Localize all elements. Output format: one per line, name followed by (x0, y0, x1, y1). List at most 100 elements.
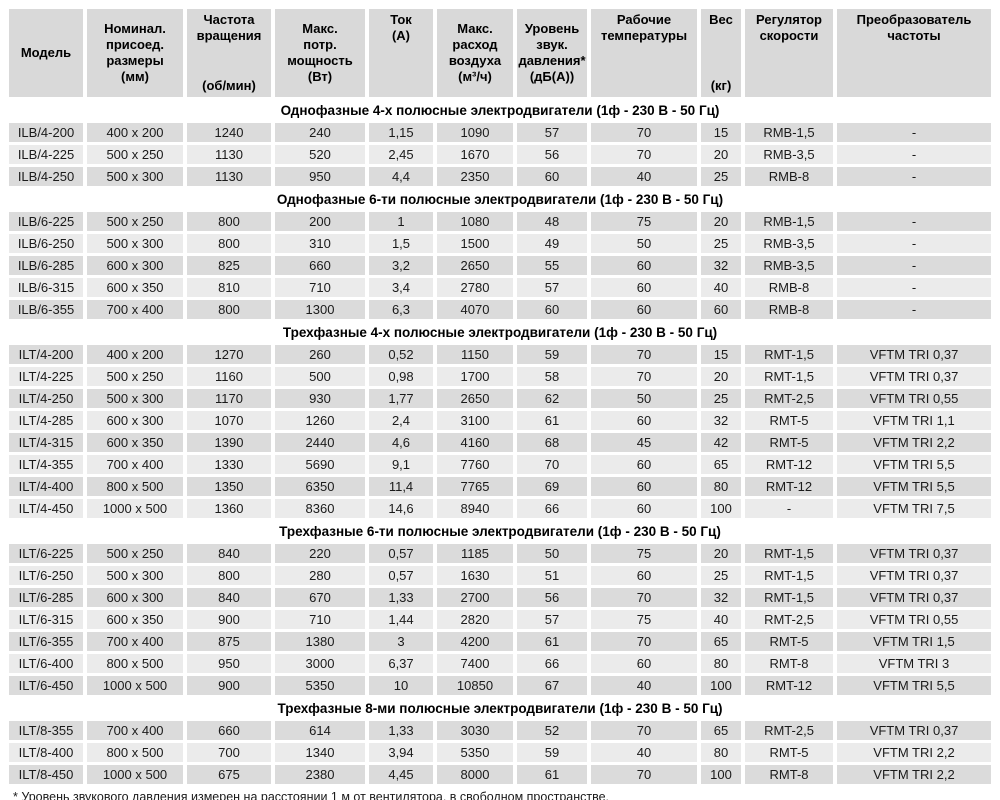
data-cell: 32 (701, 411, 741, 430)
data-cell: 4,6 (369, 433, 433, 452)
data-cell: - (837, 123, 991, 142)
model-cell: ILT/4-200 (9, 345, 83, 364)
data-cell: 280 (275, 566, 365, 585)
data-cell: - (837, 256, 991, 275)
data-cell: 56 (517, 588, 587, 607)
data-cell: 32 (701, 588, 741, 607)
data-cell: 65 (701, 632, 741, 651)
data-cell: 5690 (275, 455, 365, 474)
data-cell: VFTM TRI 0,55 (837, 610, 991, 629)
data-cell: 61 (517, 632, 587, 651)
data-cell: 600 x 300 (87, 256, 183, 275)
data-cell: 500 (275, 367, 365, 386)
data-cell: RMT-2,5 (745, 610, 833, 629)
data-cell: 2650 (437, 256, 513, 275)
section-header-row: Трехфазные 4-х полюсные электродвигатели… (9, 322, 991, 342)
data-cell: 1,44 (369, 610, 433, 629)
data-cell: 8360 (275, 499, 365, 518)
data-cell: 60 (591, 455, 697, 474)
data-cell: 4070 (437, 300, 513, 319)
data-cell: VFTM TRI 0,37 (837, 566, 991, 585)
data-cell: 1330 (187, 455, 271, 474)
footnote: * Уровень звукового давления измерен на … (13, 790, 610, 800)
data-cell: 0,98 (369, 367, 433, 386)
data-cell: 2700 (437, 588, 513, 607)
data-cell: 700 x 400 (87, 455, 183, 474)
data-cell: 70 (591, 632, 697, 651)
data-cell: 59 (517, 345, 587, 364)
section-header-row: Однофазные 4-х полюсные электродвигатели… (9, 100, 991, 120)
col-label: Номинал. присоед. размеры (мм) (104, 21, 166, 84)
data-cell: 3,2 (369, 256, 433, 275)
data-cell: RMT-5 (745, 632, 833, 651)
data-cell: 61 (517, 765, 587, 784)
table-row: ILB/6-285 600 x 300 825 660 3,2 2650 55 60 32 RMB… (9, 256, 991, 275)
section-header-row: Трехфазные 8-ми полюсные электродвигател… (9, 698, 991, 718)
data-cell: 950 (187, 654, 271, 673)
data-cell: 9,1 (369, 455, 433, 474)
data-cell: 600 x 300 (87, 411, 183, 430)
col-label: Частота вращения (196, 12, 262, 43)
data-cell: 2,4 (369, 411, 433, 430)
data-cell: RMB-1,5 (745, 123, 833, 142)
data-cell: 57 (517, 123, 587, 142)
data-cell: 51 (517, 566, 587, 585)
data-cell: VFTM TRI 0,55 (837, 389, 991, 408)
data-cell: 75 (591, 610, 697, 629)
data-cell: 1,77 (369, 389, 433, 408)
data-cell: 4160 (437, 433, 513, 452)
data-cell: 800 x 500 (87, 654, 183, 673)
spec-table: Модель Номинал. присоед. размеры (мм) Ча… (5, 6, 995, 787)
data-cell: 1130 (187, 145, 271, 164)
data-cell: 240 (275, 123, 365, 142)
model-cell: ILT/4-225 (9, 367, 83, 386)
data-cell: VFTM TRI 5,5 (837, 676, 991, 695)
data-cell: RMT-1,5 (745, 345, 833, 364)
col-header-noise: Уровень звук. давления* (дБ(А)) (517, 9, 587, 97)
data-cell: 1070 (187, 411, 271, 430)
table-body: Однофазные 4-х полюсные электродвигатели… (9, 100, 991, 784)
data-cell: 1240 (187, 123, 271, 142)
data-cell: 100 (701, 499, 741, 518)
data-cell: 6350 (275, 477, 365, 496)
data-cell: 52 (517, 721, 587, 740)
model-cell: ILB/4-225 (9, 145, 83, 164)
model-cell: ILT/6-285 (9, 588, 83, 607)
col-header-rpm: Частота вращения (об/мин) (187, 9, 271, 97)
data-cell: 600 x 350 (87, 610, 183, 629)
data-cell: 25 (701, 566, 741, 585)
model-cell: ILT/6-315 (9, 610, 83, 629)
data-cell: 875 (187, 632, 271, 651)
data-cell: VFTM TRI 1,5 (837, 632, 991, 651)
data-cell: 15 (701, 123, 741, 142)
data-cell: 80 (701, 654, 741, 673)
data-cell: 800 x 500 (87, 743, 183, 762)
data-cell: 500 x 300 (87, 389, 183, 408)
data-cell: 8940 (437, 499, 513, 518)
data-cell: 66 (517, 499, 587, 518)
model-cell: ILB/6-285 (9, 256, 83, 275)
data-cell: 60 (591, 278, 697, 297)
data-cell: 810 (187, 278, 271, 297)
data-cell: 60 (591, 411, 697, 430)
data-cell: 15 (701, 345, 741, 364)
data-cell: - (837, 212, 991, 231)
data-cell: 2820 (437, 610, 513, 629)
model-cell: ILT/6-400 (9, 654, 83, 673)
col-label: Ток (А) (390, 12, 412, 43)
data-cell: VFTM TRI 0,37 (837, 367, 991, 386)
data-cell: RMT-12 (745, 477, 833, 496)
data-cell: - (837, 234, 991, 253)
data-cell: 4,4 (369, 167, 433, 186)
col-header-converter: Преобразователь частоты (837, 9, 991, 97)
data-cell: 25 (701, 167, 741, 186)
data-cell: 3000 (275, 654, 365, 673)
table-row: ILT/8-355 700 x 400 660 614 1,33 3030 52 70 65 RM… (9, 721, 991, 740)
data-cell: RMB-3,5 (745, 234, 833, 253)
table-row: ILT/6-250 500 x 300 800 280 0,57 1630 51 60 25 RM… (9, 566, 991, 585)
data-cell: RMT-1,5 (745, 367, 833, 386)
data-cell: 14,6 (369, 499, 433, 518)
data-cell: VFTM TRI 7,5 (837, 499, 991, 518)
data-cell: 40 (701, 278, 741, 297)
data-cell: 800 (187, 212, 271, 231)
